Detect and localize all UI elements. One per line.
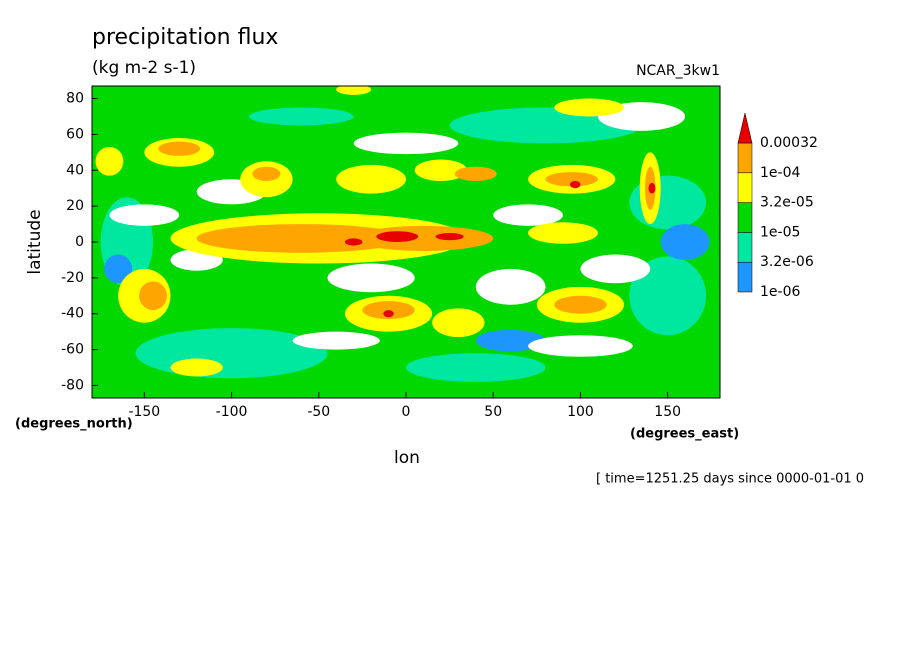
- contour-region: [139, 281, 168, 311]
- y-tick-label: 20: [66, 198, 84, 214]
- colorbar-label: 0.00032: [760, 135, 818, 151]
- contour-region: [353, 132, 459, 155]
- colorbar-label: 1e-04: [760, 165, 800, 181]
- contour-region: [528, 335, 633, 357]
- x-axis-label: lon: [394, 448, 420, 468]
- contour-region: [545, 172, 598, 187]
- colorbar-label: 1e-06: [760, 284, 800, 300]
- colorbar-box: [737, 202, 753, 233]
- contour-region: [249, 107, 354, 126]
- contour-region: [158, 141, 201, 156]
- contour-region: [454, 166, 497, 182]
- x-tick-label: 100: [567, 404, 594, 420]
- x-tick-label: 50: [484, 404, 502, 420]
- contour-region: [135, 328, 328, 379]
- contour-region: [435, 233, 464, 241]
- colorbar-triangle: [737, 112, 753, 144]
- contour-region: [406, 353, 546, 382]
- y-tick-label: 0: [75, 234, 84, 250]
- x-tick-label: -100: [216, 404, 248, 420]
- x-tick-label: 0: [402, 404, 411, 420]
- contour-region: [580, 254, 651, 284]
- contour-region: [362, 301, 415, 320]
- x-tick-label: 150: [654, 404, 681, 420]
- contour-region: [376, 231, 419, 243]
- y-tick-label: -20: [61, 270, 84, 286]
- contour-region: [170, 358, 223, 377]
- contour-region: [660, 224, 710, 260]
- contour-region: [554, 295, 607, 314]
- contour-region: [252, 166, 281, 182]
- contour-region: [109, 204, 180, 226]
- contour-region: [475, 329, 546, 352]
- contour-region: [336, 86, 372, 95]
- subtitle: (kg m-2 s-1): [92, 58, 196, 78]
- dataset-label: NCAR_3kw1: [636, 63, 720, 79]
- y-tick-label: -40: [61, 306, 84, 322]
- y-tick-label: -60: [61, 342, 84, 358]
- x-tick-label: -50: [307, 404, 330, 420]
- contour-region: [629, 256, 707, 336]
- contour-region: [569, 181, 581, 189]
- colorbar-label: 3.2e-05: [760, 195, 814, 211]
- colorbar-box: [737, 232, 753, 263]
- contour-region: [344, 238, 363, 246]
- colorbar-label: 1e-05: [760, 224, 800, 240]
- contour-field: [92, 86, 720, 398]
- contour-region: [528, 222, 598, 244]
- contour-region: [493, 204, 563, 226]
- contour-region: [327, 263, 415, 293]
- contour-region: [336, 164, 406, 194]
- contour-region: [95, 146, 124, 176]
- colorbar-label: 3.2e-06: [760, 254, 814, 270]
- contour-region: [292, 331, 380, 350]
- colorbar-box: [737, 142, 753, 174]
- y-tick-label: 40: [66, 162, 84, 178]
- x-tick-label: -150: [128, 404, 160, 420]
- footer: [ time=1251.25 days since 0000-01-01 0: [596, 472, 864, 487]
- contour-region: [353, 225, 494, 251]
- colorbar-box: [737, 261, 753, 293]
- x-units: (degrees_east): [630, 427, 739, 442]
- contour-region: [383, 310, 394, 318]
- colorbar-box: [737, 172, 753, 203]
- y-tick-label: -80: [61, 377, 84, 393]
- contour-region: [432, 308, 485, 338]
- contour-region: [414, 159, 468, 182]
- contour-region: [648, 182, 656, 194]
- contour-region: [449, 107, 642, 144]
- y-axis-label: latitude: [25, 209, 45, 274]
- contour-region: [104, 254, 133, 284]
- chart-title: precipitation flux: [92, 25, 278, 50]
- y-tick-label: 80: [66, 91, 84, 107]
- contour-region: [475, 268, 546, 305]
- contour-region: [554, 98, 625, 117]
- y-tick-label: 60: [66, 126, 84, 142]
- y-units: (degrees_north): [15, 417, 133, 432]
